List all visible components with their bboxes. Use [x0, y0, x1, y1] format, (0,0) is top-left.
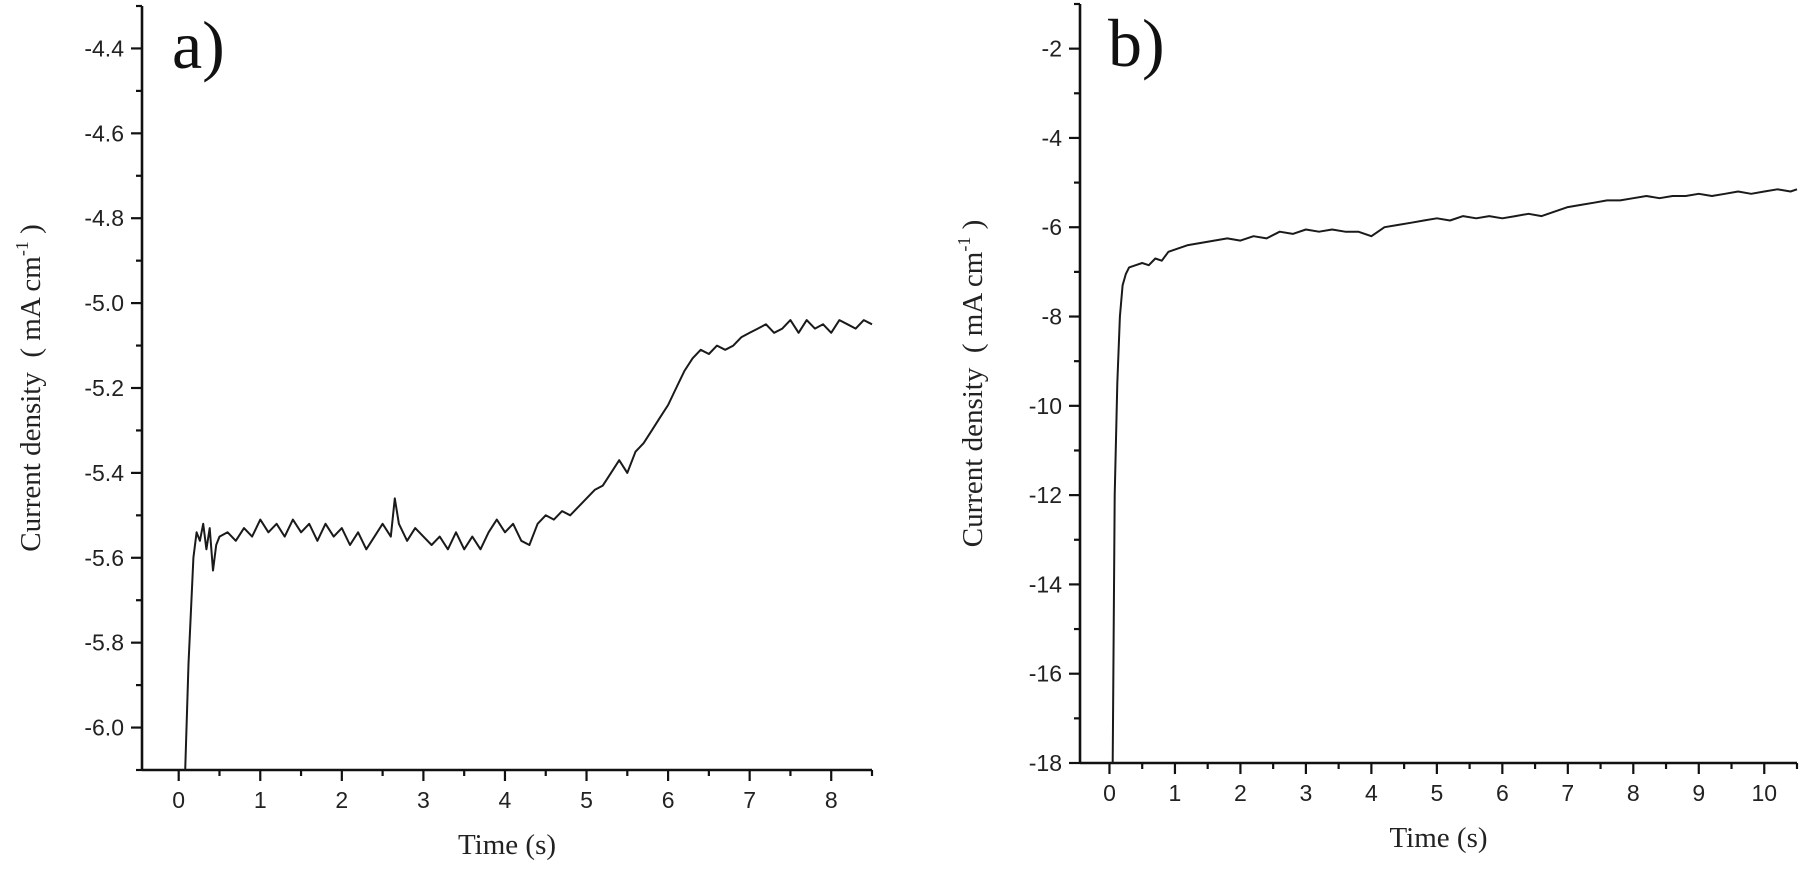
y-axis-title-close: ) — [15, 224, 47, 241]
y-tick-label: -4.4 — [84, 35, 124, 61]
y-axis-title-close: ) — [957, 220, 989, 237]
x-tick-label: 8 — [1627, 780, 1640, 806]
panel-label: b) — [1108, 5, 1165, 81]
y-tick-label: -14 — [1029, 571, 1062, 597]
x-tick-label: 6 — [662, 787, 675, 813]
series-line-0 — [184, 319, 873, 771]
x-tick-label: 2 — [335, 787, 348, 813]
y-tick-label: -4.6 — [84, 120, 124, 146]
y-tick-label: -6.0 — [84, 715, 124, 741]
y-tick-label: -4 — [1042, 125, 1063, 151]
chart-panel-a: -6.0 -5.8 -5.6 -5.4 -5.2 -5.0 -4.8 -4.6 -4.4 0 1 2 3… — [12, 4, 874, 861]
x-tick-label: 7 — [743, 787, 756, 813]
y-tick-label: -2 — [1042, 36, 1062, 62]
x-tick-label: 3 — [1300, 780, 1313, 806]
x-axis-title: Time (s) — [1389, 822, 1487, 854]
x-tick-label: 4 — [499, 787, 512, 813]
y-axis-title: Current density ( mA cm-1 ) — [954, 220, 989, 548]
y-tick-label: -5.8 — [84, 630, 124, 656]
x-tick-label: 5 — [1430, 780, 1443, 806]
series-line-0 — [1111, 188, 1798, 764]
x-tick-label: 1 — [1169, 780, 1182, 806]
x-tick-label: 1 — [254, 787, 267, 813]
x-tick-label: 8 — [825, 787, 838, 813]
y-tick-label: -5.2 — [84, 375, 124, 401]
y-axis-title-main: Current density ( mA cm — [15, 256, 47, 552]
y-tick-label: -16 — [1029, 661, 1062, 687]
x-axis-title: Time (s) — [458, 829, 556, 861]
x-tick-label: 6 — [1496, 780, 1509, 806]
y-tick-label: -5.6 — [84, 545, 124, 571]
y-tick-label: -12 — [1029, 482, 1062, 508]
y-axis-title-superscript: -1 — [954, 237, 974, 252]
x-tick-label: 10 — [1751, 780, 1777, 806]
x-tick-label: 0 — [1103, 780, 1116, 806]
x-tick-label: 2 — [1234, 780, 1247, 806]
y-axis-title: Current density ( mA cm-1 ) — [12, 224, 47, 552]
x-tick-label: 0 — [172, 787, 185, 813]
x-tick-label: 7 — [1561, 780, 1574, 806]
y-tick-label: -8 — [1042, 304, 1062, 330]
y-tick-label: -4.8 — [84, 205, 124, 231]
y-tick-label: -5.0 — [84, 290, 124, 316]
x-tick-label: 9 — [1692, 780, 1705, 806]
y-axis-title-main: Current density ( mA cm — [957, 251, 989, 547]
x-tick-label: 5 — [580, 787, 593, 813]
y-tick-label: -18 — [1029, 750, 1062, 776]
y-tick-label: -6 — [1042, 214, 1062, 240]
x-tick-label: 4 — [1365, 780, 1378, 806]
y-tick-label: -10 — [1029, 393, 1062, 419]
panel-label: a) — [172, 7, 225, 83]
y-tick-label: -5.4 — [84, 460, 124, 486]
chart-panel-b: -18 -16 -14 -12 -10 -8 -6 -4 -2 0 1 2 3 4 5 6 7 8 9 10 Time … — [954, 2, 1799, 854]
y-axis-title-superscript: -1 — [12, 241, 32, 256]
x-tick-label: 3 — [417, 787, 430, 813]
